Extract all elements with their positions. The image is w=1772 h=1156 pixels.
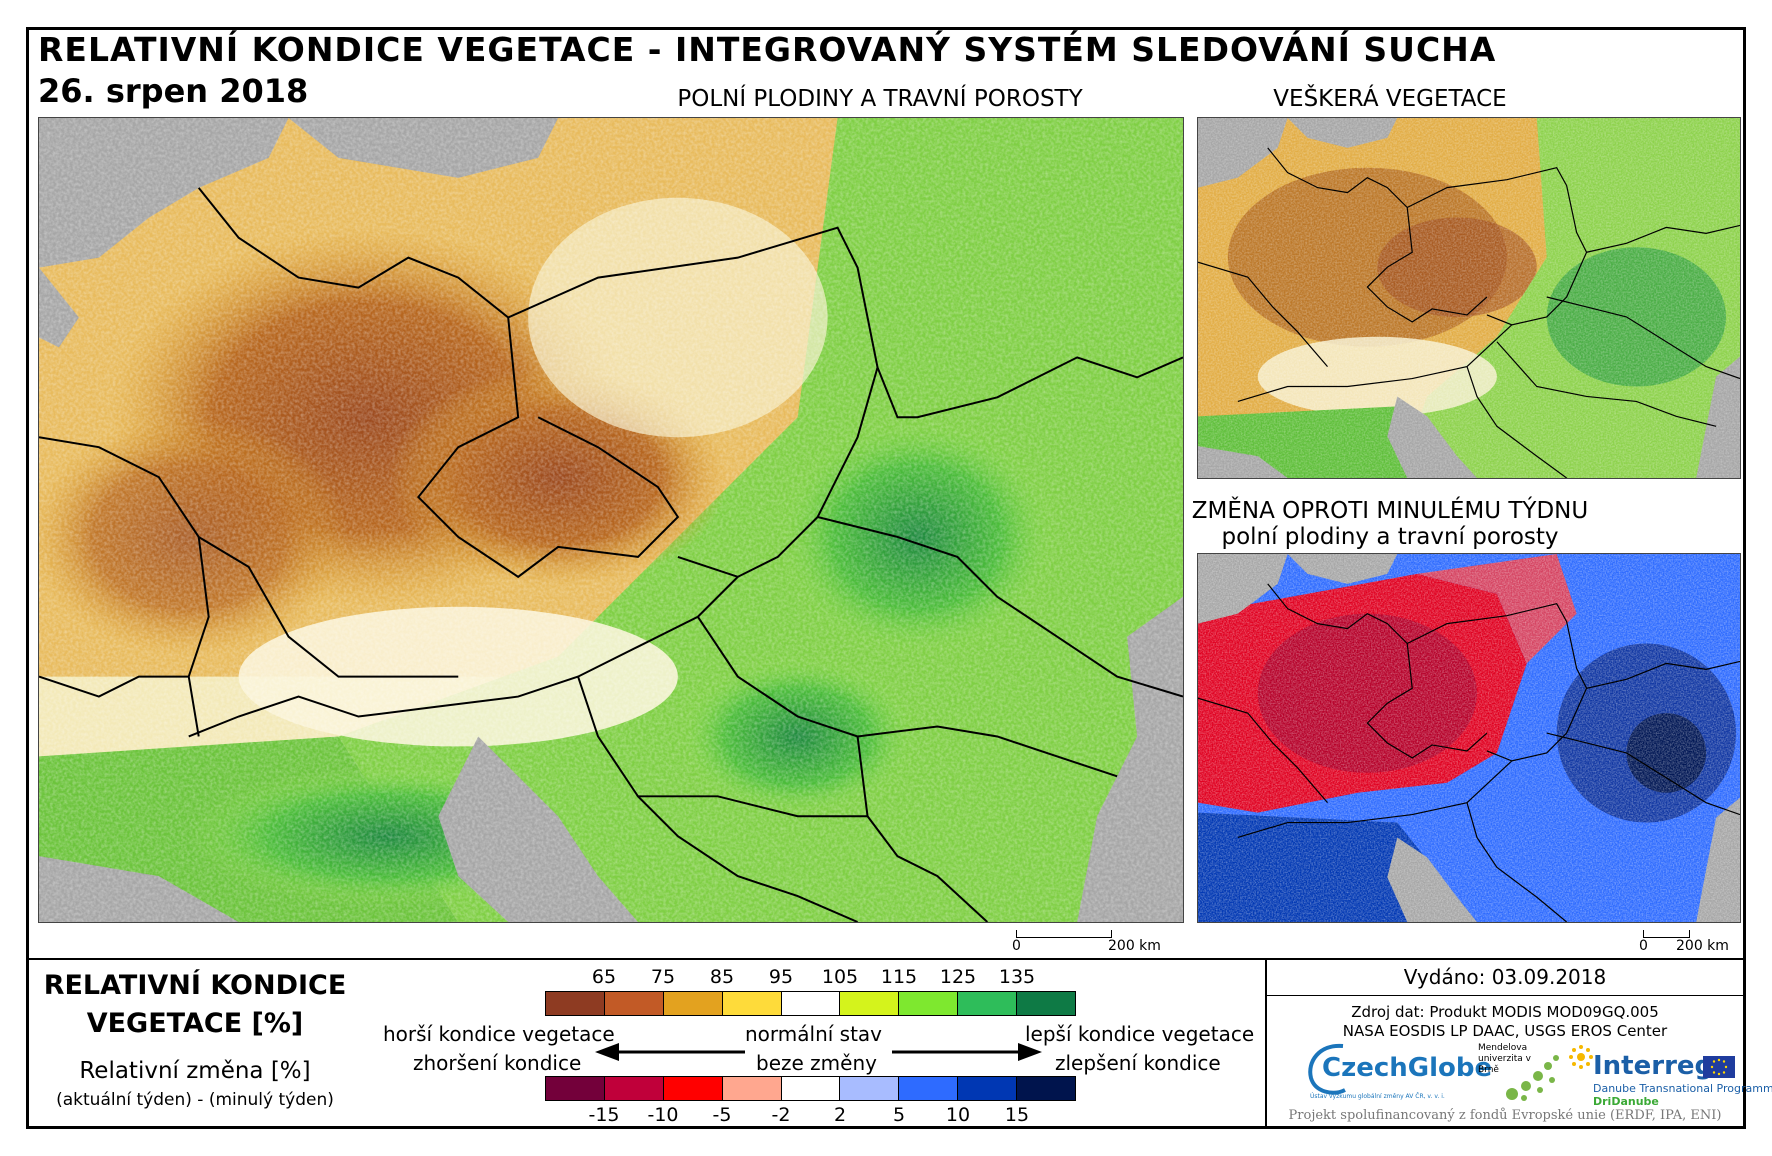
condition-tick-0: 65 — [591, 966, 617, 988]
condition-tick-1: 75 — [650, 966, 676, 988]
change-swatch-0 — [546, 1077, 605, 1100]
info-subdivider — [1267, 995, 1743, 996]
change-swatch-5 — [840, 1077, 900, 1100]
condition-swatch-4 — [781, 992, 841, 1015]
change-scalebar-zero: 0 — [1639, 938, 1648, 954]
condition-swatch-5 — [840, 992, 900, 1015]
condition-swatch-8 — [1017, 992, 1076, 1015]
info-divider — [1265, 960, 1267, 1126]
change-tick-1: -10 — [647, 1104, 679, 1126]
main-scalebar — [1016, 930, 1112, 938]
all-vegetation-label: VEŠKERÁ VEGETACE — [1273, 86, 1507, 112]
source-line-1: Zdroj dat: Produkt MODIS MOD09GQ.005 — [1351, 1003, 1659, 1021]
source-line-2: NASA EOSDIS LP DAAC, USGS EROS Center — [1342, 1022, 1668, 1040]
legend-title-line2: VEGETACE [%] — [86, 1008, 304, 1039]
better-condition-label: lepší kondice vegetace — [1025, 1022, 1255, 1046]
change-tick-4: 2 — [833, 1104, 847, 1126]
condition-swatch-1 — [604, 992, 664, 1015]
legend-subtitle: Relativní změna [%] — [79, 1058, 311, 1084]
change-tick-5: 5 — [892, 1104, 906, 1126]
change-tick-7: 15 — [1004, 1104, 1030, 1126]
change-color-ramp — [545, 1076, 1076, 1101]
change-tick-6: 10 — [945, 1104, 971, 1126]
change-tick-0: -15 — [588, 1104, 620, 1126]
change-scalebar-end: 200 km — [1676, 938, 1729, 954]
change-map-label-1: ZMĚNA OPROTI MINULÉMU TÝDNU — [1191, 498, 1589, 524]
main-condition-map — [38, 117, 1184, 923]
change-tick-2: -5 — [712, 1104, 732, 1126]
condition-swatch-0 — [546, 992, 605, 1015]
condition-swatch-2 — [663, 992, 723, 1015]
condition-tick-3: 95 — [768, 966, 794, 988]
interreg-sun-icon — [1569, 1045, 1593, 1069]
page-date: 26. srpen 2018 — [38, 72, 309, 110]
change-swatch-2 — [663, 1077, 723, 1100]
outer-frame — [26, 27, 1746, 1129]
no-change-label: beze změny — [756, 1051, 877, 1075]
legend-divider — [29, 958, 1743, 960]
normal-state-label: normální stav — [745, 1022, 883, 1046]
change-scalebar — [1643, 930, 1690, 938]
change-swatch-7 — [958, 1077, 1018, 1100]
change-swatch-1 — [604, 1077, 664, 1100]
change-swatch-4 — [781, 1077, 841, 1100]
legend-title-line1: RELATIVNÍ KONDICE — [43, 970, 347, 1001]
change-swatch-6 — [899, 1077, 959, 1100]
country-borders — [39, 187, 1183, 922]
eu-flag-icon — [1703, 1056, 1735, 1078]
condition-tick-5: 115 — [880, 966, 918, 988]
all-vegetation-map — [1197, 117, 1741, 479]
main-map-label: POLNÍ PLODINY A TRAVNÍ POROSTY — [677, 86, 1083, 112]
legend-subtitle-note: (aktuální týden) - (minulý týden) — [56, 1090, 334, 1110]
main-scalebar-end: 200 km — [1108, 938, 1161, 954]
change-swatch-3 — [722, 1077, 782, 1100]
main-scalebar-zero: 0 — [1012, 938, 1021, 954]
change-swatch-8 — [1017, 1077, 1076, 1100]
weekly-change-map — [1197, 553, 1741, 923]
condition-tick-6: 125 — [939, 966, 977, 988]
right-arrow-icon — [892, 1043, 1042, 1061]
weekly-change-svg — [1198, 554, 1740, 922]
czechglobe-swoosh-icon — [1308, 1043, 1346, 1095]
condition-swatch-3 — [722, 992, 782, 1015]
change-tick-3: -2 — [771, 1104, 791, 1126]
main-map-svg — [39, 118, 1183, 922]
condition-tick-labels: 65 75 85 95 105 115 125 135 — [545, 966, 1076, 990]
funding-note: Projekt spolufinancovaný z fondů Evropsk… — [1288, 1108, 1722, 1123]
interreg-project: DriDanube — [1593, 1095, 1659, 1108]
condition-tick-4: 105 — [821, 966, 859, 988]
czechglobe-subtitle: Ústav výzkumu globální změny AV ČR, v. v… — [1310, 1093, 1445, 1100]
change-tick-labels: -15 -10 -5 -2 2 5 10 15 — [545, 1104, 1076, 1128]
improvement-label: zlepšení kondice — [1055, 1051, 1221, 1075]
interreg-logo: Interreg — [1593, 1051, 1714, 1081]
condition-swatch-6 — [899, 992, 959, 1015]
all-vegetation-svg — [1198, 118, 1740, 478]
czechglobe-logo: CzechGlobe — [1322, 1053, 1493, 1083]
interreg-programme: Danube Transnational Programme — [1593, 1082, 1772, 1095]
mendelu-logo-text: Mendelova univerzita v Brně — [1478, 1043, 1531, 1075]
left-arrow-icon — [595, 1043, 745, 1061]
legend-title: RELATIVNÍ KONDICE VEGETACE [%] — [30, 967, 360, 1043]
condition-swatch-7 — [958, 992, 1018, 1015]
deterioration-label: zhoršení kondice — [413, 1051, 582, 1075]
issued-date: Vydáno: 03.09.2018 — [1403, 965, 1607, 989]
condition-tick-2: 85 — [709, 966, 735, 988]
change-map-label-2: polní plodiny a travní porosty — [1221, 524, 1559, 550]
condition-color-ramp — [545, 991, 1076, 1016]
page-title: RELATIVNÍ KONDICE VEGETACE - INTEGROVANÝ… — [38, 30, 1497, 69]
mendelu-dots-icon — [1506, 1055, 1559, 1101]
condition-tick-7: 135 — [998, 966, 1036, 988]
worse-condition-label: horší kondice vegetace — [383, 1022, 615, 1046]
